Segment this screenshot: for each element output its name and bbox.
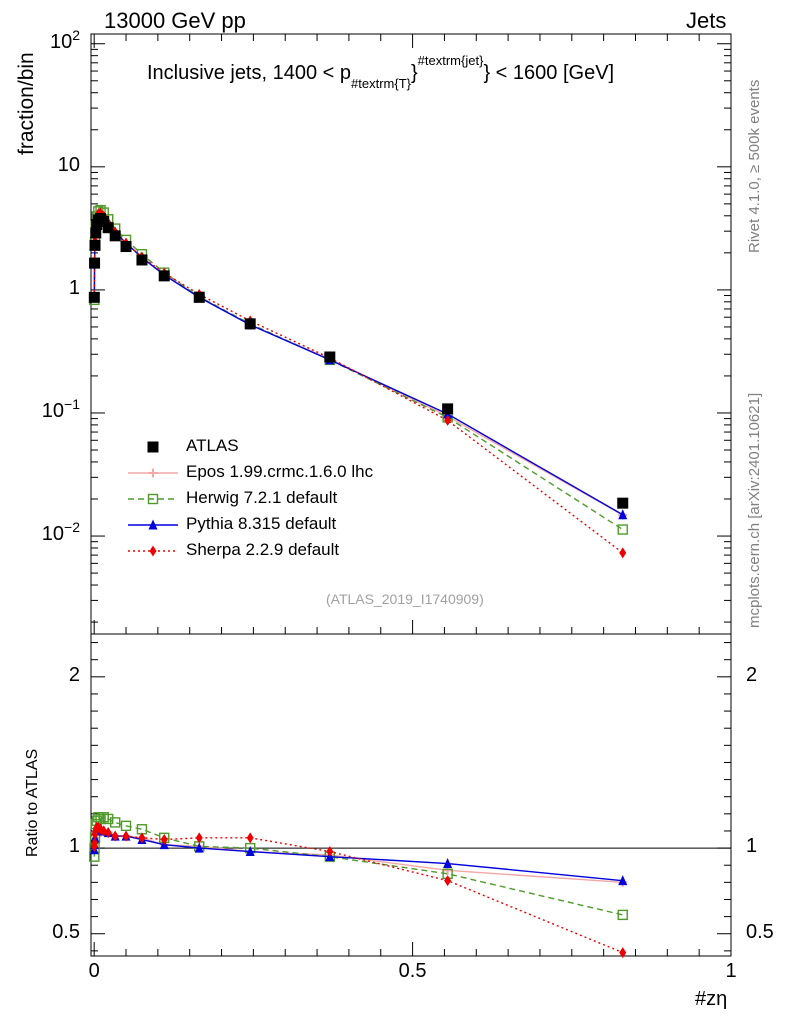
atlas-point — [88, 291, 100, 303]
sherpa-ratio-point — [111, 830, 119, 842]
tick-base: 1 — [68, 276, 80, 299]
atlas-point — [89, 239, 101, 251]
herwig-ratio-point — [109, 817, 121, 828]
atlas-point — [617, 497, 629, 509]
sherpa-line — [93, 212, 624, 554]
legend-label: ATLAS — [186, 436, 239, 455]
atlas-point — [442, 403, 454, 415]
mcplots-text: mcplots.cern.ch [arXiv:2401.10621] — [746, 392, 763, 628]
herwig-point — [617, 524, 628, 535]
sherpa-ratio-point — [619, 947, 627, 959]
atlas-point — [193, 291, 205, 303]
title-pre: Inclusive jets, 1400 < p — [147, 62, 352, 84]
herwig-ratio-line — [93, 816, 623, 916]
title-post: } < 1600 [GeV] — [483, 62, 615, 84]
y-tick-label-main: 10−1 — [41, 396, 80, 423]
atlas-point — [89, 257, 101, 269]
y-tick-label-ratio-right: 1 — [746, 835, 758, 858]
atlas-point — [102, 222, 114, 234]
y-tick-label-main: 10 — [58, 154, 80, 177]
y-tick-label-ratio: 0.5 — [52, 920, 80, 943]
sherpa-ratio-point — [160, 834, 168, 846]
y-tick-label-main: 102 — [49, 27, 80, 54]
plot-title: Inclusive jets, 1400 < p#textrm{T}}#text… — [147, 53, 615, 91]
sherpa-ratio-point — [122, 830, 130, 842]
title-brace: } — [410, 62, 418, 84]
tick-base: 10 — [57, 153, 80, 176]
tick-base: 10 — [41, 523, 65, 546]
atlas-point — [324, 351, 336, 363]
pythia-ratio-point — [245, 846, 255, 857]
x-tick-label: 1 — [725, 960, 737, 982]
atlas-point — [120, 241, 132, 253]
sherpa-ratio-point — [444, 875, 452, 887]
ratio-series — [89, 812, 628, 959]
legend-label: Pythia 8.315 default — [186, 514, 337, 533]
sherpa-ratio-point — [91, 837, 99, 849]
y-axis-label-main: fraction/bin — [15, 52, 38, 155]
legend-label: Epos 1.99.crmc.1.6.0 lhc — [186, 462, 374, 481]
atlas-point — [244, 318, 256, 330]
herwig-ratio-point — [93, 812, 104, 823]
legend-label: Herwig 7.2.1 default — [186, 488, 338, 507]
atlas-point — [109, 230, 121, 242]
pythia-ratio-point — [194, 842, 204, 853]
sherpa-point — [444, 414, 452, 426]
legend-marker — [149, 545, 157, 557]
main-series — [88, 204, 629, 559]
epos-ratio-line — [93, 828, 623, 884]
legend-markers — [128, 441, 178, 557]
tick-base: 10 — [49, 30, 73, 53]
y-tick-label-ratio: 1 — [68, 835, 80, 858]
sherpa-ratio-point — [246, 832, 254, 844]
sherpa-ratio-point — [104, 827, 112, 839]
analysis-tag: (ATLAS_2019_I1740909) — [326, 591, 484, 607]
title-sub: #textrm{T} — [351, 76, 411, 91]
legend-marker — [148, 468, 158, 478]
legend-marker — [147, 493, 159, 505]
title-sup: #textrm{jet} — [417, 53, 484, 68]
y-axis-label-ratio: Ratio to ATLAS — [24, 748, 41, 857]
herwig-ratio-point — [95, 813, 106, 825]
axis-ticks — [91, 34, 732, 956]
pythia-ratio-point — [618, 875, 628, 886]
ratio-panel-frame — [90, 633, 732, 957]
herwig-ratio-point — [120, 820, 132, 832]
atlas-point — [98, 215, 110, 227]
legend-label: Sherpa 2.2.9 default — [186, 540, 340, 559]
legend-marker — [148, 519, 158, 530]
x-tick-label: 0 — [88, 960, 100, 982]
tick-exponent: 2 — [72, 26, 80, 43]
sherpa-ratio-point — [138, 832, 146, 844]
header-left: 13000 GeV pp — [104, 8, 246, 33]
x-axis-label: #zη — [695, 988, 728, 1010]
y-tick-label-ratio: 2 — [68, 663, 80, 686]
pythia-ratio-point — [443, 858, 453, 869]
rivet-version-text: Rivet 4.1.0, ≥ 500k events — [746, 79, 763, 253]
legend-marker — [147, 441, 159, 453]
pythia-ratio-line — [93, 826, 623, 882]
header-right: Jets — [686, 8, 727, 33]
y-tick-label-main: 10−2 — [41, 519, 80, 546]
sherpa-ratio-point — [326, 846, 334, 858]
y-tick-label-ratio-right: 2 — [746, 663, 758, 686]
atlas-point — [90, 227, 102, 239]
y-tick-label-ratio-right: 0.5 — [746, 920, 774, 943]
sherpa-ratio-line — [93, 826, 624, 954]
atlas-point — [158, 270, 170, 282]
sherpa-point — [619, 547, 627, 559]
tick-base: 10 — [41, 399, 65, 422]
y-tick-label-main: 1 — [69, 277, 80, 300]
herwig-ratio-point — [102, 813, 114, 825]
pythia-point — [618, 509, 628, 520]
x-tick-label: 0.5 — [398, 960, 427, 982]
herwig-ratio-point — [617, 909, 628, 921]
atlas-point — [136, 254, 148, 266]
tick-exponent: −1 — [64, 395, 80, 412]
sherpa-ratio-point — [195, 832, 203, 844]
tick-exponent: −2 — [64, 519, 80, 536]
